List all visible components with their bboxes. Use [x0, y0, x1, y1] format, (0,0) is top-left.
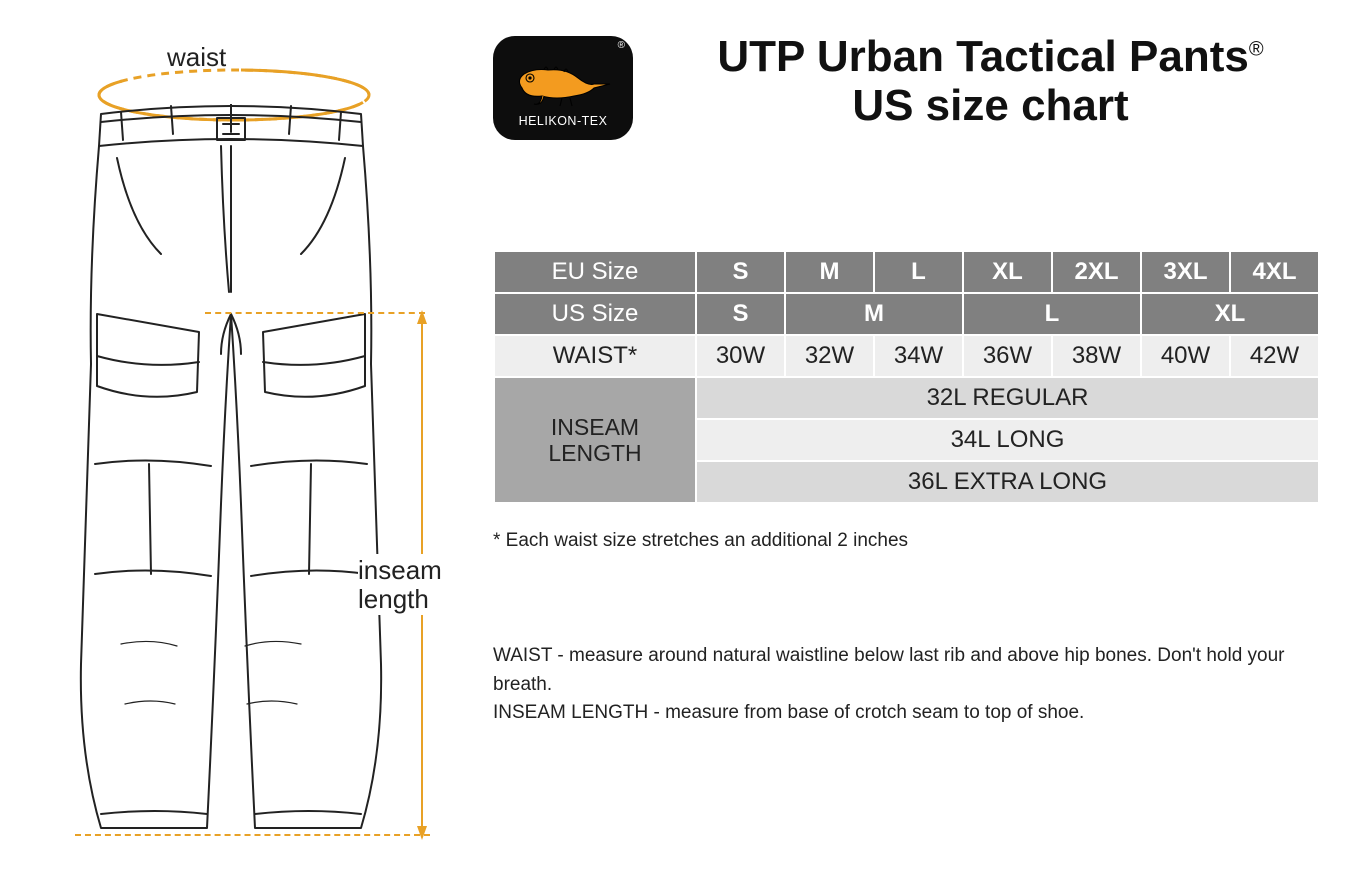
eu-size-4xl: 4XL [1231, 252, 1318, 292]
pants-illustration-icon [71, 104, 391, 844]
eu-size-s: S [697, 252, 784, 292]
inseam-value-1: 34L LONG [697, 420, 1318, 460]
label-waist: WAIST* [495, 336, 695, 376]
label-inseam: INSEAMLENGTH [495, 378, 695, 502]
content-column: ® HELIKON-TEX UTP Urban Tactical Pants® [493, 30, 1320, 728]
waist-42w: 42W [1231, 336, 1318, 376]
title-line2: US size chart [852, 81, 1128, 130]
inseam-top-dash-icon [205, 312, 425, 314]
eu-size-2xl: 2XL [1053, 252, 1140, 292]
waist-38w: 38W [1053, 336, 1140, 376]
brand-name: HELIKON-TEX [519, 114, 608, 128]
page-root: waist [0, 0, 1365, 875]
title-line1: UTP Urban Tactical Pants [717, 32, 1248, 81]
page-title: UTP Urban Tactical Pants® US size chart [661, 32, 1320, 131]
us-size-xl: XL [1142, 294, 1318, 334]
diagram-column: waist [45, 30, 445, 850]
brand-badge: ® HELIKON-TEX [493, 36, 633, 140]
header-row: ® HELIKON-TEX UTP Urban Tactical Pants® [493, 36, 1320, 140]
row-us-size: US SizeSMLXL [495, 294, 1318, 334]
row-inseam-0: INSEAMLENGTH32L REGULAR [495, 378, 1318, 418]
title-registered-icon: ® [1249, 38, 1264, 60]
instruction-waist: WAIST - measure around natural waistline… [493, 642, 1320, 699]
waist-34w: 34W [875, 336, 962, 376]
label-inseam-line2: LENGTH [548, 440, 641, 466]
label-inseam-line1: INSEAM [551, 414, 639, 440]
waist-40w: 40W [1142, 336, 1229, 376]
instruction-inseam: INSEAM LENGTH - measure from base of cro… [493, 699, 1320, 728]
label-us-size: US Size [495, 294, 695, 334]
waist-32w: 32W [786, 336, 873, 376]
us-size-m: M [786, 294, 962, 334]
arrowhead-up-icon [417, 310, 427, 324]
eu-size-3xl: 3XL [1142, 252, 1229, 292]
waist-36w: 36W [964, 336, 1051, 376]
badge-registered-icon: ® [618, 40, 625, 51]
inseam-label-line1: inseam [358, 555, 442, 585]
inseam-label-line2: length [358, 584, 429, 614]
row-eu-size: EU SizeSMLXL2XL3XL4XL [495, 252, 1318, 292]
waist-footnote: * Each waist size stretches an additiona… [493, 530, 1320, 552]
inseam-base-dash-icon [75, 834, 430, 836]
us-size-s: S [697, 294, 784, 334]
arrowhead-down-icon [417, 826, 427, 840]
inseam-label: inseam length [358, 554, 442, 615]
waist-30w: 30W [697, 336, 784, 376]
us-size-l: L [964, 294, 1140, 334]
label-eu-size: EU Size [495, 252, 695, 292]
size-chart-table: EU SizeSMLXL2XL3XL4XLUS SizeSMLXLWAIST*3… [493, 250, 1320, 504]
inseam-value-2: 36L EXTRA LONG [697, 462, 1318, 502]
row-waist: WAIST*30W32W34W36W38W40W42W [495, 336, 1318, 376]
eu-size-m: M [786, 252, 873, 292]
inseam-value-0: 32L REGULAR [697, 378, 1318, 418]
chameleon-logo-icon [512, 54, 614, 110]
eu-size-l: L [875, 252, 962, 292]
eu-size-xl: XL [964, 252, 1051, 292]
measurement-instructions: WAIST - measure around natural waistline… [493, 642, 1320, 728]
